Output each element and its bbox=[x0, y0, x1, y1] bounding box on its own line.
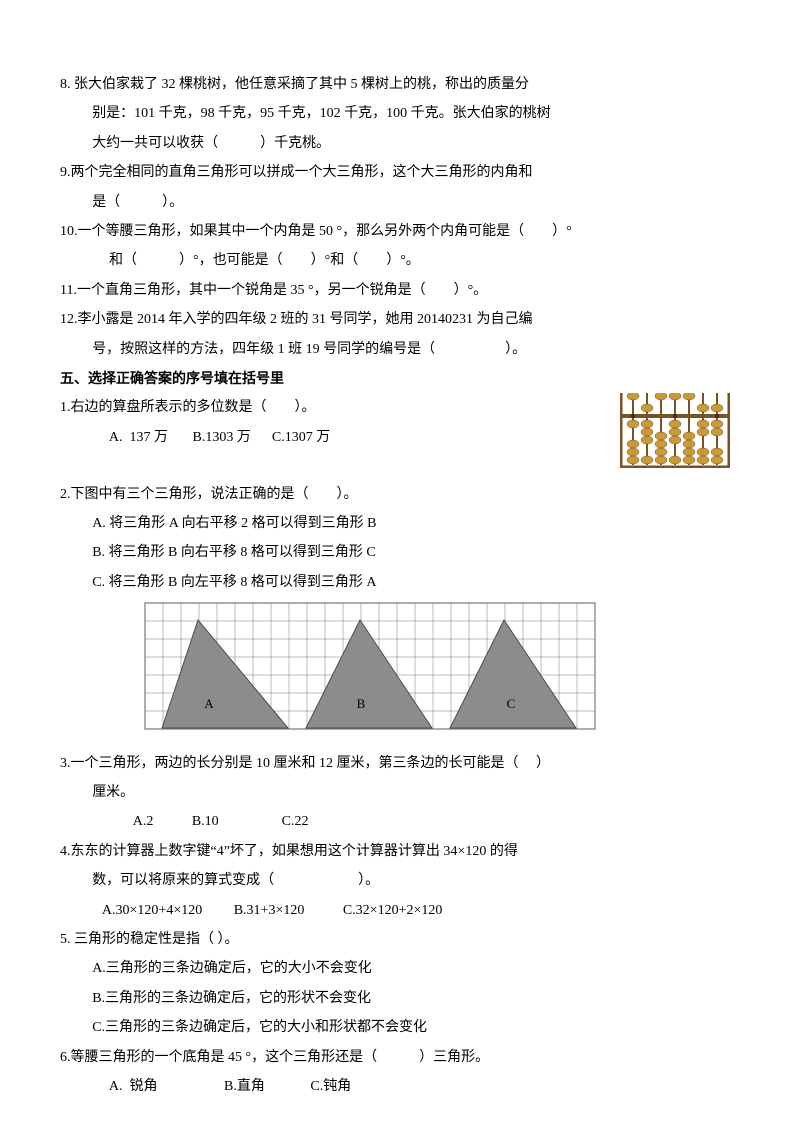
q5-3-line2: 厘米。 bbox=[60, 778, 740, 807]
question-5-1: 1.右边的算盘所表示的多位数是（ ）。 A. 137 万 B.1303 万 C.… bbox=[60, 393, 740, 479]
q5-2-stem: 2.下图中有三个三角形，说法正确的是（ ）。 bbox=[60, 480, 740, 509]
q8-line2: 别是：101 千克，98 千克，95 千克，102 千克，100 千克。张大伯家… bbox=[60, 99, 740, 128]
section-5-heading: 五、选择正确答案的序号填在括号里 bbox=[60, 364, 740, 393]
q5-4-line1: 4.东东的计算器上数字键“4”坏了，如果想用这个计算器计算出 34×120 的得 bbox=[60, 837, 740, 866]
q5-3-line1: 3.一个三角形，两边的长分别是 10 厘米和 12 厘米，第三条边的长可能是（ … bbox=[60, 749, 740, 778]
q5-4-line2: 数，可以将原来的算式变成（ ）。 bbox=[60, 866, 740, 895]
q10-line1: 10.一个等腰三角形，如果其中一个内角是 50 °，那么另外两个内角可能是（ ）… bbox=[60, 217, 740, 246]
svg-text:A: A bbox=[204, 696, 214, 711]
q5-5-opt-b: B.三角形的三条边确定后，它的形状不会变化 bbox=[60, 984, 740, 1013]
q5-3-options: A.2 B.10 C.22 bbox=[60, 807, 740, 836]
q5-5-stem: 5. 三角形的稳定性是指（ ）。 bbox=[60, 925, 740, 954]
abacus-figure bbox=[620, 393, 730, 479]
svg-text:C: C bbox=[507, 696, 516, 711]
q5-5-opt-a: A.三角形的三条边确定后，它的大小不会变化 bbox=[60, 954, 740, 983]
q5-6-stem: 6.等腰三角形的一个底角是 45 °，这个三角形还是（ ）三角形。 bbox=[60, 1043, 740, 1072]
question-5-4: 4.东东的计算器上数字键“4”坏了，如果想用这个计算器计算出 34×120 的得… bbox=[60, 837, 740, 925]
question-8: 8. 张大伯家栽了 32 棵桃树，他任意采摘了其中 5 棵树上的桃，称出的质量分… bbox=[60, 70, 740, 158]
q8-line3: 大约一共可以收获（ ）千克桃。 bbox=[60, 129, 740, 158]
svg-text:B: B bbox=[357, 696, 366, 711]
question-5-3: 3.一个三角形，两边的长分别是 10 厘米和 12 厘米，第三条边的长可能是（ … bbox=[60, 749, 740, 837]
question-9: 9.两个完全相同的直角三角形可以拼成一个大三角形，这个大三角形的内角和 是（ ）… bbox=[60, 158, 740, 217]
question-12: 12.李小露是 2014 年入学的四年级 2 班的 31 号同学，她用 2014… bbox=[60, 305, 740, 364]
question-10: 10.一个等腰三角形，如果其中一个内角是 50 °，那么另外两个内角可能是（ ）… bbox=[60, 217, 740, 276]
q9-line1: 9.两个完全相同的直角三角形可以拼成一个大三角形，这个大三角形的内角和 bbox=[60, 158, 740, 187]
question-5-2: 2.下图中有三个三角形，说法正确的是（ ）。 A. 将三角形 A 向右平移 2 … bbox=[60, 480, 740, 598]
q5-2-opt-b: B. 将三角形 B 向右平移 8 格可以得到三角形 C bbox=[60, 538, 740, 567]
q5-4-options: A.30×120+4×120 B.31+3×120 C.32×120+2×120 bbox=[60, 896, 740, 925]
triangles-grid-figure: A B C bbox=[144, 602, 740, 743]
q5-2-opt-c: C. 将三角形 B 向左平移 8 格可以得到三角形 A bbox=[60, 568, 740, 597]
q9-line2: 是（ ）。 bbox=[60, 188, 740, 217]
q8-line1: 8. 张大伯家栽了 32 棵桃树，他任意采摘了其中 5 棵树上的桃，称出的质量分 bbox=[60, 70, 740, 99]
q5-2-opt-a: A. 将三角形 A 向右平移 2 格可以得到三角形 B bbox=[60, 509, 740, 538]
question-11: 11.一个直角三角形，其中一个锐角是 35 °，另一个锐角是（ ）°。 bbox=[60, 276, 740, 305]
question-5-6: 6.等腰三角形的一个底角是 45 °，这个三角形还是（ ）三角形。 A. 锐角 … bbox=[60, 1043, 740, 1102]
q10-line2: 和（ ）°，也可能是（ ）°和（ ）°。 bbox=[60, 246, 740, 275]
q12-line1: 12.李小露是 2014 年入学的四年级 2 班的 31 号同学，她用 2014… bbox=[60, 305, 740, 334]
q12-line2: 号，按照这样的方法，四年级 1 班 19 号同学的编号是（ ）。 bbox=[60, 335, 740, 364]
q5-5-opt-c: C.三角形的三条边确定后，它的大小和形状都不会变化 bbox=[60, 1013, 740, 1042]
question-5-5: 5. 三角形的稳定性是指（ ）。 A.三角形的三条边确定后，它的大小不会变化 B… bbox=[60, 925, 740, 1043]
q5-6-options: A. 锐角 B.直角 C.钝角 bbox=[60, 1072, 740, 1101]
